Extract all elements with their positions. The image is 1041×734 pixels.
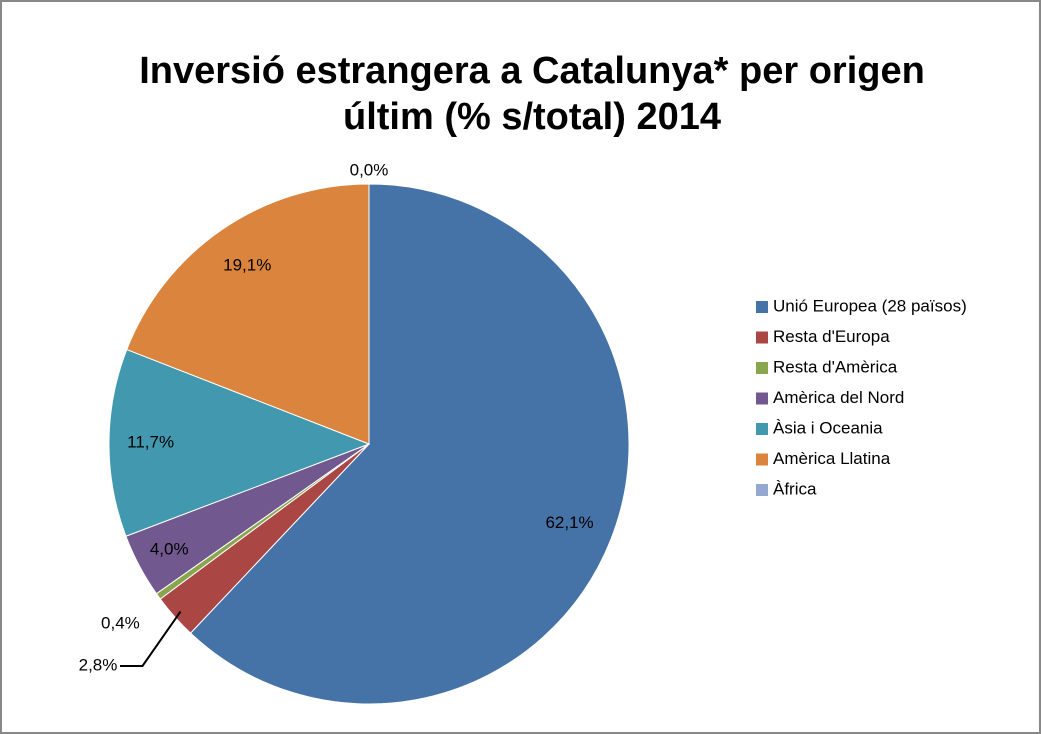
legend-swatch <box>756 484 768 496</box>
data-label: 19,1% <box>223 255 271 274</box>
data-label: 2,8% <box>79 655 118 674</box>
data-label: 62,1% <box>545 513 593 532</box>
data-label: 0,4% <box>101 613 140 632</box>
data-label: 0,0% <box>350 160 389 179</box>
pie-slice <box>189 183 630 705</box>
legend-swatch <box>756 331 768 344</box>
chart-title: últim (% s/total) 2014 <box>343 96 721 138</box>
legend-swatch <box>756 301 768 313</box>
legend-swatch <box>756 453 768 466</box>
legend-label: Àsia i Oceania <box>773 418 883 437</box>
data-label: 11,7% <box>127 432 174 451</box>
legend-swatch <box>756 392 768 405</box>
legend-label: Amèrica del Nord <box>773 388 904 407</box>
legend-swatch <box>756 423 768 435</box>
legend-label: Amèrica Llatina <box>773 449 891 468</box>
chart-title: Inversió estrangera a Catalunya* per ori… <box>139 50 925 92</box>
legend-swatch <box>756 362 768 374</box>
legend-label: Àfrica <box>773 479 817 498</box>
legend-label: Resta d'Europa <box>773 327 890 346</box>
pie-slice <box>126 183 370 445</box>
legend-label: Unió Europea (28 països) <box>773 296 967 315</box>
data-label: 4,0% <box>150 540 189 559</box>
pie-slice <box>108 348 371 537</box>
leader-line <box>120 610 182 667</box>
legend-label: Resta d'Amèrica <box>773 357 898 376</box>
